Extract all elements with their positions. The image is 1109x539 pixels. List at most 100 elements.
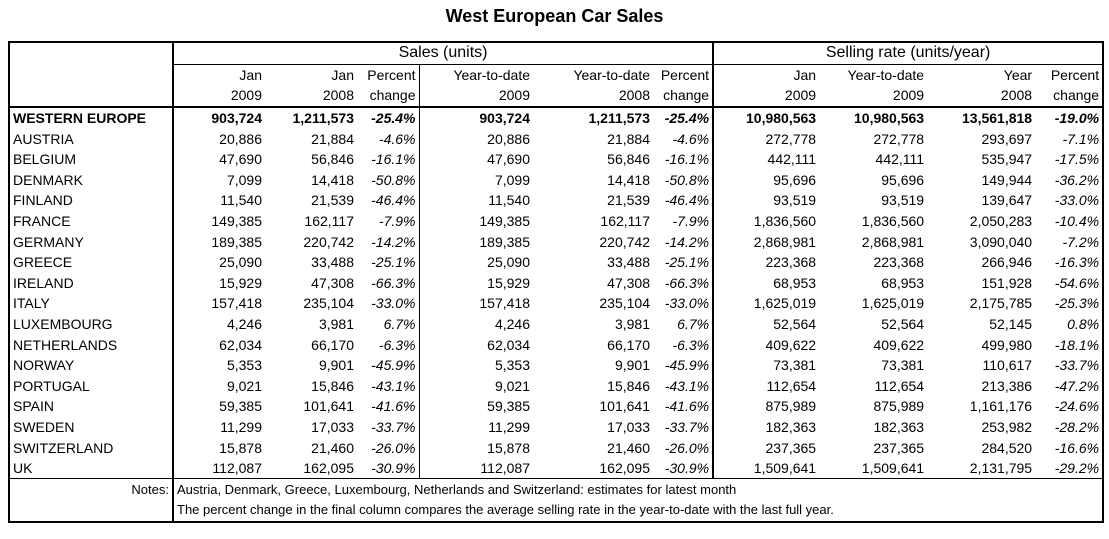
value-cell: 253,982 [981, 418, 1033, 435]
country-cell: UK [13, 460, 33, 477]
value-cell: 272,778 [712, 128, 820, 149]
value-cell: 875,989 [873, 398, 925, 415]
value-cell: 11,299 [172, 416, 265, 438]
value-cell: 220,742 [599, 233, 650, 250]
value-cell: -43.1% [371, 377, 416, 394]
value-cell: 11,540 [418, 190, 533, 211]
value-cell: 162,095 [303, 460, 354, 477]
value-cell: 47,690 [418, 148, 533, 170]
value-cell: -30.9% [664, 460, 710, 477]
group-sales-units: Sales (units) [171, 42, 714, 65]
value-cell: 442,111 [875, 151, 925, 168]
value-cell: 112,654 [874, 377, 925, 394]
value-cell: -45.9% [371, 357, 416, 374]
value-cell: -7.2% [1062, 233, 1100, 250]
value-cell: 9,901 [318, 357, 354, 374]
value-cell: 162,117 [600, 213, 650, 230]
table-header: Sales (units) Selling rate (units/year) … [9, 42, 1104, 108]
value-cell: -33.7% [371, 418, 416, 435]
value-cell: 213,386 [981, 377, 1033, 394]
value-cell: -33.7% [1054, 357, 1100, 374]
value-cell: 110,617 [982, 357, 1033, 374]
value-cell: -17.5% [1054, 151, 1100, 168]
note-line: The percent change in the final column c… [171, 500, 1104, 522]
value-cell: 62,034 [172, 334, 265, 355]
value-cell: 6.7% [383, 316, 416, 333]
country-cell: LUXEMBOURG [13, 316, 113, 333]
value-cell: 95,696 [881, 171, 925, 188]
value-cell: 11,299 [418, 416, 533, 438]
value-cell: 101,641 [303, 398, 354, 415]
table-title: West European Car Sales [445, 6, 664, 26]
value-cell: 6.7% [677, 316, 710, 333]
value-cell: -33.7% [664, 418, 710, 435]
value-cell: 17,033 [311, 418, 354, 435]
country-cell: FINLAND [13, 192, 73, 209]
group-selling-rate: Selling rate (units/year) [712, 42, 1104, 65]
value-cell: 20,886 [418, 128, 533, 149]
value-cell: -43.1% [664, 377, 710, 394]
col-header: 2008 [927, 85, 1036, 108]
col-header: Jan [172, 64, 265, 86]
value-cell: 189,385 [172, 231, 265, 252]
value-cell: -46.4% [664, 192, 710, 209]
value-cell: 73,381 [881, 357, 925, 374]
value-cell: -16.6% [1054, 439, 1100, 456]
col-header: Year-to-date [573, 66, 650, 83]
value-cell: 95,696 [712, 169, 820, 191]
value-cell: 162,095 [599, 460, 650, 477]
col-header: Year-to-date [847, 66, 925, 83]
value-cell: -6.3% [378, 336, 416, 353]
table-row: SPAIN 59,385 101,641 -41.6% 59,385 101,641 -41… [9, 396, 1103, 417]
value-cell: 903,724 [418, 106, 533, 129]
country-cell: NETHERLANDS [13, 336, 118, 353]
value-cell: 5,353 [418, 354, 533, 376]
value-cell: 14,418 [607, 171, 650, 188]
value-cell: 66,170 [311, 336, 354, 353]
col-header: 2008 [265, 85, 357, 108]
value-cell: -41.6% [664, 398, 710, 415]
value-cell: 149,385 [418, 210, 533, 232]
value-cell: 875,989 [712, 396, 820, 417]
value-cell: 2,868,981 [861, 233, 925, 250]
table-row: LUXEMBOURG 4,246 3,981 6.7% 4,246 3,981 6.7% 52… [9, 313, 1103, 335]
value-cell: 1,211,573 [292, 110, 354, 127]
value-cell: 237,365 [873, 439, 925, 456]
value-cell: -6.3% [672, 336, 710, 353]
table-row: NETHERLANDS 62,034 66,170 -6.3% 62,034 66,170… [9, 334, 1103, 355]
value-cell: 14,418 [311, 171, 354, 188]
value-cell: 5,353 [172, 354, 265, 376]
value-cell: -7.9% [672, 213, 710, 230]
table-row: SWITZERLAND 15,878 21,460 -26.0% 15,878 21,46… [9, 437, 1103, 458]
value-cell: 235,104 [599, 295, 650, 312]
value-cell: 21,884 [311, 130, 354, 147]
value-cell: -4.6% [378, 130, 416, 147]
value-cell: 409,622 [712, 334, 820, 355]
value-cell: 157,418 [418, 293, 533, 314]
value-cell: -4.6% [672, 130, 710, 147]
col-header: Year [1003, 66, 1033, 83]
value-cell: 25,090 [172, 251, 265, 273]
value-cell: 17,033 [607, 418, 650, 435]
country-cell: SWEDEN [13, 418, 75, 435]
value-cell: 139,647 [981, 192, 1033, 209]
value-cell: 68,953 [712, 272, 820, 294]
value-cell: 93,519 [881, 192, 925, 209]
value-cell: 182,363 [712, 416, 820, 438]
country-cell: SPAIN [13, 398, 54, 415]
value-cell: -66.3% [371, 274, 416, 291]
header-row-2: 2009 2008 change 2009 2008 change 2009 2… [9, 85, 1104, 108]
value-cell: 56,846 [311, 151, 354, 168]
value-cell: -30.9% [371, 460, 416, 477]
value-cell: -19.0% [1054, 110, 1100, 127]
value-cell: -24.6% [1054, 398, 1100, 415]
value-cell: 112,087 [418, 457, 533, 479]
value-cell: 15,878 [172, 437, 265, 458]
value-cell: -66.3% [664, 274, 710, 291]
corner-cell [9, 42, 173, 64]
value-cell: 149,944 [981, 171, 1033, 188]
value-cell: 409,622 [873, 336, 925, 353]
value-cell: -50.8% [371, 171, 416, 188]
value-cell: -50.8% [664, 171, 710, 188]
value-cell: 52,564 [881, 316, 925, 333]
